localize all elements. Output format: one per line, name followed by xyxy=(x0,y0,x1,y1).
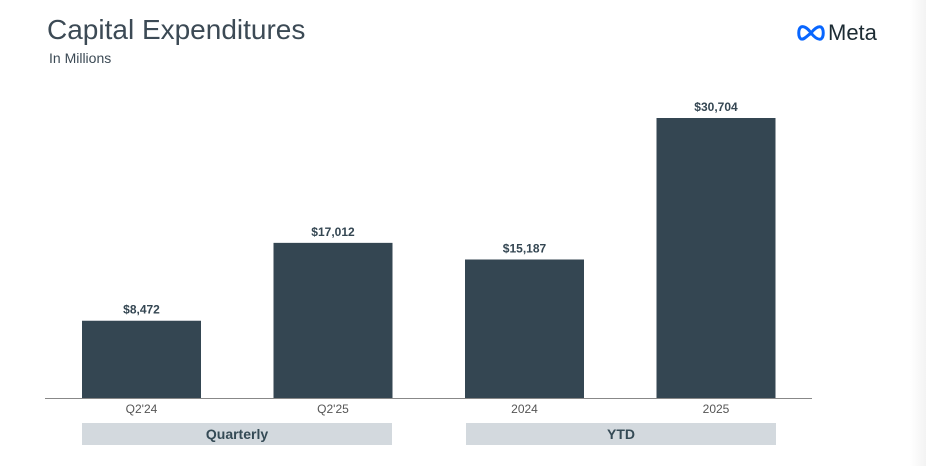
data-label: $8,472 xyxy=(123,303,160,317)
group-label-quarterly: Quarterly xyxy=(82,423,392,445)
bar xyxy=(465,259,584,398)
group-label-ytd: YTD xyxy=(466,423,776,445)
meta-logo-text: Meta xyxy=(828,20,877,45)
data-label: $30,704 xyxy=(694,100,738,114)
chart-title: Capital Expenditures xyxy=(47,14,306,45)
x-tick-label: Q2'24 xyxy=(126,402,158,416)
right-edge-strip xyxy=(910,0,926,466)
bar xyxy=(656,118,776,398)
chart-subtitle: In Millions xyxy=(49,50,112,66)
x-tick-label: 2024 xyxy=(511,402,538,416)
meta-infinity-icon xyxy=(797,25,825,41)
data-label: $17,012 xyxy=(311,225,355,239)
bar xyxy=(273,242,393,398)
data-label: $15,187 xyxy=(503,242,547,256)
meta-logo: Meta xyxy=(797,20,877,46)
x-tick-label: Q2'25 xyxy=(317,402,349,416)
x-tick-label: 2025 xyxy=(703,402,730,416)
bar xyxy=(82,320,201,398)
